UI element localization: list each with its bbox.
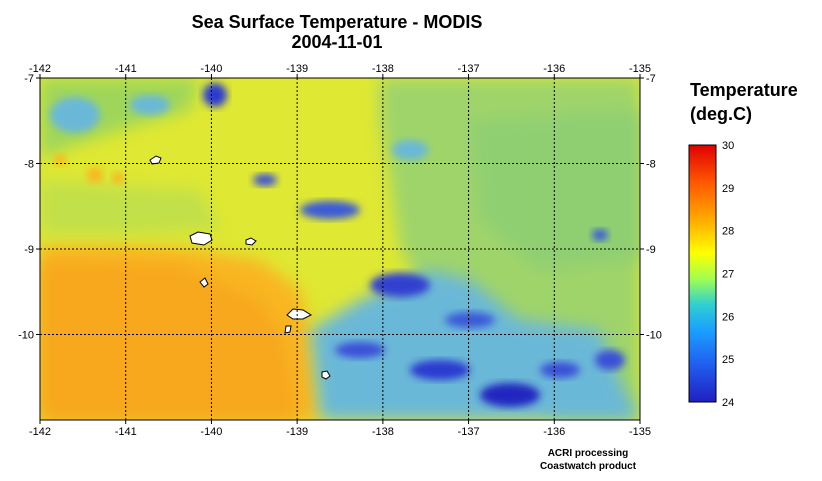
legend-units: (deg.C) — [690, 104, 752, 124]
colorbar-label: 29 — [722, 183, 734, 195]
island — [149, 155, 162, 165]
colorbar-label: 24 — [722, 397, 734, 409]
lon-tick-label-top: -136 — [543, 63, 565, 75]
island — [286, 308, 313, 320]
lon-tick-label-top: -141 — [115, 63, 137, 75]
graticule — [40, 78, 640, 420]
lon-tick-label-bottom: -137 — [458, 426, 480, 438]
lon-tick-label-bottom: -138 — [372, 426, 394, 438]
colorbar-label: 27 — [722, 269, 734, 281]
lon-tick-label-bottom: -141 — [115, 426, 137, 438]
island — [199, 277, 209, 288]
lon-tick-label-top: -139 — [286, 63, 308, 75]
lon-tick-label-bottom: -136 — [543, 426, 565, 438]
legend-title: Temperature — [690, 80, 798, 100]
island — [189, 231, 213, 246]
lat-tick-label-left: -7 — [24, 73, 34, 85]
lat-tick-label-left: -10 — [18, 330, 34, 342]
colorbar-label: 28 — [722, 226, 734, 238]
tick-labels: -142 -142 -141 -141 -140 -140 -139 -139 -138 -138… — [18, 63, 662, 438]
lon-tick-label-top: -138 — [372, 63, 394, 75]
colorbar — [688, 144, 717, 403]
lat-tick-label-right: -7 — [646, 73, 656, 85]
colorbar-label: 26 — [722, 311, 734, 323]
lon-tick-label-bottom: -135 — [629, 426, 651, 438]
colorbar-label: 30 — [722, 140, 734, 152]
lat-tick-label-left: -9 — [24, 244, 34, 256]
lon-tick-label-top: -142 — [29, 63, 51, 75]
lon-tick-label-top: -135 — [629, 63, 651, 75]
lon-tick-label-bottom: -139 — [286, 426, 308, 438]
island — [245, 237, 257, 246]
colorbar-labels: 30 29 28 27 26 25 24 — [722, 140, 734, 409]
lon-tick-label-top: -140 — [200, 63, 222, 75]
credit-product: Coastwatch product — [539, 461, 637, 472]
island — [321, 370, 331, 380]
map-title: Sea Surface Temperature - MODIS — [191, 12, 483, 32]
lon-tick-label-bottom: -142 — [29, 426, 51, 438]
lat-tick-label-left: -8 — [24, 159, 34, 171]
credit-processing: ACRI processing — [547, 448, 629, 459]
map-date: 2004-11-01 — [291, 32, 383, 52]
island — [284, 325, 292, 334]
lat-tick-label-right: -9 — [646, 244, 656, 256]
lat-tick-label-right: -8 — [646, 159, 656, 171]
lon-tick-label-bottom: -140 — [200, 426, 222, 438]
lat-tick-label-right: -10 — [646, 330, 662, 342]
lon-tick-label-top: -137 — [458, 63, 480, 75]
colorbar-label: 25 — [722, 354, 734, 366]
islands — [149, 155, 331, 380]
